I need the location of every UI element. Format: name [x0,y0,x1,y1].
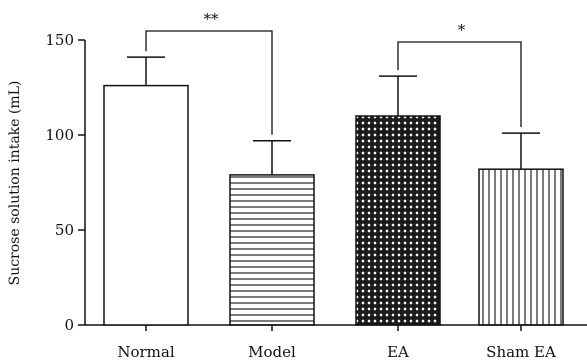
significance-bracket [145,30,273,135]
significance-bracket [397,41,522,128]
y-tick-label: 50 [55,221,74,239]
significance-label: * [458,21,466,39]
y-tick-label: 150 [45,31,74,49]
y-axis-label: Sucrose solution intake (mL) [7,81,23,286]
x-tick-label-model: Model [248,343,296,361]
bar-normal [103,84,189,326]
bar-model [229,174,315,326]
x-tick-label-ea: EA [387,343,409,361]
bar-sham-ea [478,168,564,326]
significance-label: ** [204,10,220,28]
y-tick-label: 100 [45,126,74,144]
x-tick-label-normal: Normal [117,343,174,361]
x-tick-label-sham-ea: Sham EA [486,343,556,361]
y-tick-label: 0 [64,316,74,334]
bar-ea [355,115,441,326]
